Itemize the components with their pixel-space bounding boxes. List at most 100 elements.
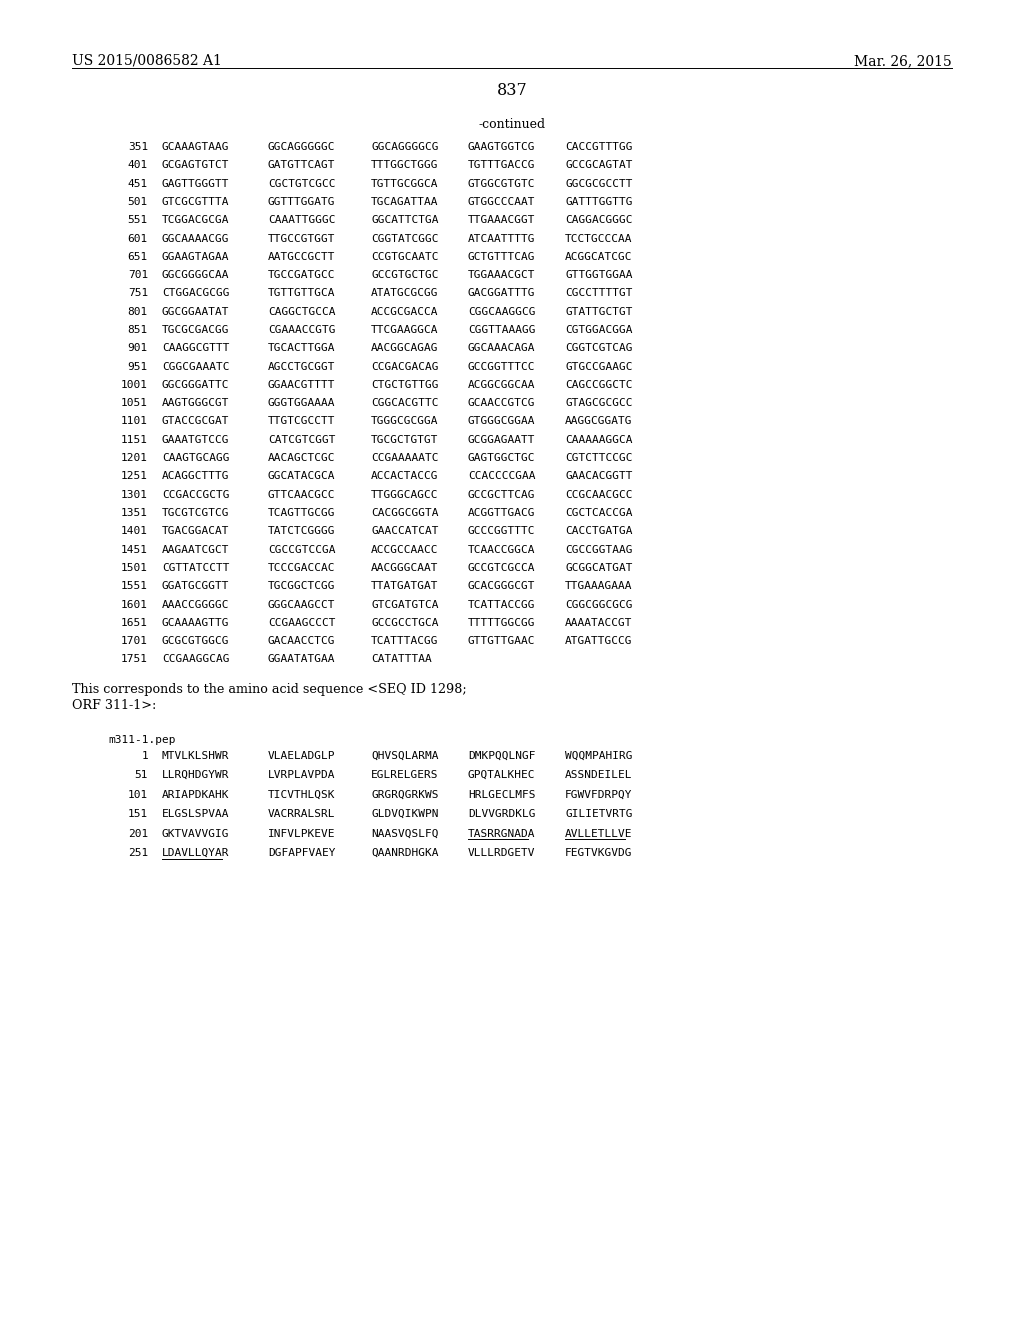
- Text: 1101: 1101: [121, 417, 148, 426]
- Text: GGGCAAGCCT: GGGCAAGCCT: [268, 599, 336, 610]
- Text: GCGGAGAATT: GCGGAGAATT: [468, 434, 536, 445]
- Text: GAAGTGGTCG: GAAGTGGTCG: [468, 143, 536, 152]
- Text: GGCGGGATTC: GGCGGGATTC: [162, 380, 229, 389]
- Text: GGCAGGGGCG: GGCAGGGGCG: [371, 143, 438, 152]
- Text: GAGTGGCTGC: GAGTGGCTGC: [468, 453, 536, 463]
- Text: 501: 501: [128, 197, 148, 207]
- Text: ACCGCCAACC: ACCGCCAACC: [371, 545, 438, 554]
- Text: CCGCAACGCC: CCGCAACGCC: [565, 490, 633, 500]
- Text: GATTTGGTTG: GATTTGGTTG: [565, 197, 633, 207]
- Text: CAGGACGGGC: CAGGACGGGC: [565, 215, 633, 226]
- Text: GCGCGTGGCG: GCGCGTGGCG: [162, 636, 229, 645]
- Text: AACGGGCAAT: AACGGGCAAT: [371, 562, 438, 573]
- Text: AATGCCGCTT: AATGCCGCTT: [268, 252, 336, 261]
- Text: ATCAATTTTG: ATCAATTTTG: [468, 234, 536, 243]
- Text: 1651: 1651: [121, 618, 148, 628]
- Text: US 2015/0086582 A1: US 2015/0086582 A1: [72, 54, 222, 69]
- Text: CCACCCCGAA: CCACCCCGAA: [468, 471, 536, 482]
- Text: GGCATACGCA: GGCATACGCA: [268, 471, 336, 482]
- Text: GTCGATGTCA: GTCGATGTCA: [371, 599, 438, 610]
- Text: 651: 651: [128, 252, 148, 261]
- Text: GCAAAAGTTG: GCAAAAGTTG: [162, 618, 229, 628]
- Text: 1151: 1151: [121, 434, 148, 445]
- Text: CCGAAAAATC: CCGAAAAATC: [371, 453, 438, 463]
- Text: CAAGTGCAGG: CAAGTGCAGG: [162, 453, 229, 463]
- Text: LLRQHDGYWR: LLRQHDGYWR: [162, 770, 229, 780]
- Text: AAAATACCGT: AAAATACCGT: [565, 618, 633, 628]
- Text: CGGCGAAATC: CGGCGAAATC: [162, 362, 229, 372]
- Text: CACCGTTTGG: CACCGTTTGG: [565, 143, 633, 152]
- Text: 101: 101: [128, 789, 148, 800]
- Text: GCCGCAGTAT: GCCGCAGTAT: [565, 160, 633, 170]
- Text: ATATGCGCGG: ATATGCGCGG: [371, 288, 438, 298]
- Text: TTGAAACGGT: TTGAAACGGT: [468, 215, 536, 226]
- Text: DMKPQQLNGF: DMKPQQLNGF: [468, 751, 536, 760]
- Text: 701: 701: [128, 271, 148, 280]
- Text: GILIETVRTG: GILIETVRTG: [565, 809, 633, 820]
- Text: TCCCGACCAC: TCCCGACCAC: [268, 562, 336, 573]
- Text: GTATTGCTGT: GTATTGCTGT: [565, 306, 633, 317]
- Text: GATGTTCAGT: GATGTTCAGT: [268, 160, 336, 170]
- Text: CGGTTAAAGG: CGGTTAAAGG: [468, 325, 536, 335]
- Text: CAGCCGGCTC: CAGCCGGCTC: [565, 380, 633, 389]
- Text: VACRRALSRL: VACRRALSRL: [268, 809, 336, 820]
- Text: GAACCATCAT: GAACCATCAT: [371, 527, 438, 536]
- Text: CGCTCACCGA: CGCTCACCGA: [565, 508, 633, 517]
- Text: TTGCCGTGGT: TTGCCGTGGT: [268, 234, 336, 243]
- Text: 1001: 1001: [121, 380, 148, 389]
- Text: MTVLKLSHWR: MTVLKLSHWR: [162, 751, 229, 760]
- Text: GTTGTTGAAC: GTTGTTGAAC: [468, 636, 536, 645]
- Text: GAAATGTCCG: GAAATGTCCG: [162, 434, 229, 445]
- Text: GCCCGGTTTC: GCCCGGTTTC: [468, 527, 536, 536]
- Text: ACCGCGACCA: ACCGCGACCA: [371, 306, 438, 317]
- Text: CGTCTTCCGC: CGTCTTCCGC: [565, 453, 633, 463]
- Text: GCGAGTGTCT: GCGAGTGTCT: [162, 160, 229, 170]
- Text: CGAAACCGTG: CGAAACCGTG: [268, 325, 336, 335]
- Text: CGGCGGCGCG: CGGCGGCGCG: [565, 599, 633, 610]
- Text: ARIAPDKAHK: ARIAPDKAHK: [162, 789, 229, 800]
- Text: Mar. 26, 2015: Mar. 26, 2015: [854, 54, 952, 69]
- Text: NAASVQSLFQ: NAASVQSLFQ: [371, 829, 438, 838]
- Text: CAAGGCGTTT: CAAGGCGTTT: [162, 343, 229, 354]
- Text: ACCACTACCG: ACCACTACCG: [371, 471, 438, 482]
- Text: GTAGCGCGCC: GTAGCGCGCC: [565, 399, 633, 408]
- Text: TTTTTGGCGG: TTTTTGGCGG: [468, 618, 536, 628]
- Text: 1751: 1751: [121, 655, 148, 664]
- Text: 401: 401: [128, 160, 148, 170]
- Text: ACAGGCTTTG: ACAGGCTTTG: [162, 471, 229, 482]
- Text: EGLRELGERS: EGLRELGERS: [371, 770, 438, 780]
- Text: 1451: 1451: [121, 545, 148, 554]
- Text: 51: 51: [134, 770, 148, 780]
- Text: m311-1.pep: m311-1.pep: [108, 735, 175, 744]
- Text: TGCGTCGTCG: TGCGTCGTCG: [162, 508, 229, 517]
- Text: GCCGCTTCAG: GCCGCTTCAG: [468, 490, 536, 500]
- Text: GCCGTCGCCA: GCCGTCGCCA: [468, 562, 536, 573]
- Text: 1601: 1601: [121, 599, 148, 610]
- Text: TGTTGTTGCA: TGTTGTTGCA: [268, 288, 336, 298]
- Text: 837: 837: [497, 82, 527, 99]
- Text: GGCGGGGCAA: GGCGGGGCAA: [162, 271, 229, 280]
- Text: CAAATTGGGC: CAAATTGGGC: [268, 215, 336, 226]
- Text: CCGTGCAATC: CCGTGCAATC: [371, 252, 438, 261]
- Text: CGGCACGTTC: CGGCACGTTC: [371, 399, 438, 408]
- Text: CGCCGGTAAG: CGCCGGTAAG: [565, 545, 633, 554]
- Text: TGGGCGCGGA: TGGGCGCGGA: [371, 417, 438, 426]
- Text: 751: 751: [128, 288, 148, 298]
- Text: QHVSQLARMA: QHVSQLARMA: [371, 751, 438, 760]
- Text: AAGTGGGCGT: AAGTGGGCGT: [162, 399, 229, 408]
- Text: GGCGCGCCTT: GGCGCGCCTT: [565, 178, 633, 189]
- Text: GGCAAACAGA: GGCAAACAGA: [468, 343, 536, 354]
- Text: GPQTALKHEC: GPQTALKHEC: [468, 770, 536, 780]
- Text: TGGAAACGCT: TGGAAACGCT: [468, 271, 536, 280]
- Text: GACAACCTCG: GACAACCTCG: [268, 636, 336, 645]
- Text: GTACCGCGAT: GTACCGCGAT: [162, 417, 229, 426]
- Text: ACGGCATCGC: ACGGCATCGC: [565, 252, 633, 261]
- Text: ACGGTTGACG: ACGGTTGACG: [468, 508, 536, 517]
- Text: GGAAGTAGAA: GGAAGTAGAA: [162, 252, 229, 261]
- Text: 201: 201: [128, 829, 148, 838]
- Text: GGCGGAATAT: GGCGGAATAT: [162, 306, 229, 317]
- Text: TGCGCTGTGT: TGCGCTGTGT: [371, 434, 438, 445]
- Text: TCAGTTGCGG: TCAGTTGCGG: [268, 508, 336, 517]
- Text: GGAACGTTTT: GGAACGTTTT: [268, 380, 336, 389]
- Text: GGCATTCTGA: GGCATTCTGA: [371, 215, 438, 226]
